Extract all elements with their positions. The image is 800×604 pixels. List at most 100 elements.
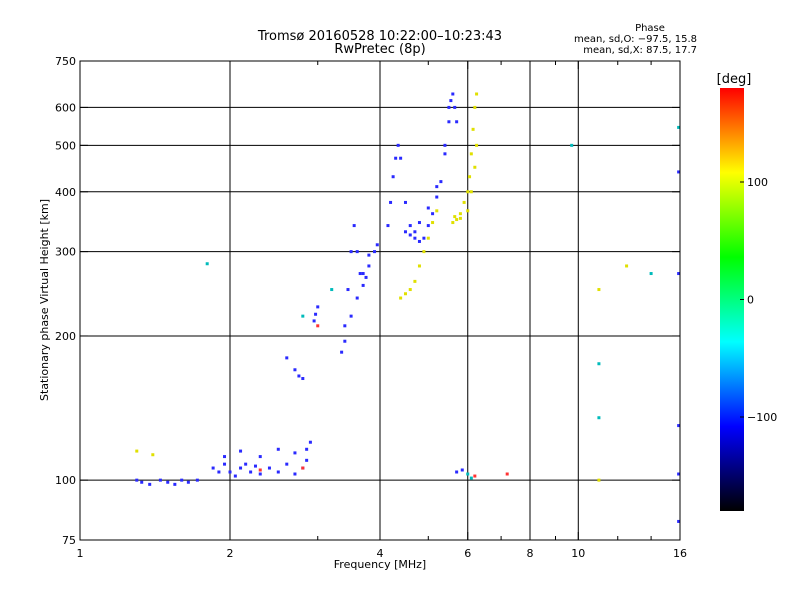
x-tick-label: 6 [464,547,471,560]
data-point [301,314,305,318]
data-point [195,478,199,482]
data-point [435,195,439,199]
data-point [316,324,320,328]
data-point [361,283,365,287]
data-point [276,470,280,474]
data-point [469,190,473,194]
data-point [244,462,248,466]
data-point [205,262,209,266]
y-tick-label: 100 [55,474,76,487]
data-point [355,250,359,254]
data-point [475,143,479,147]
data-point [439,180,443,184]
data-point [471,127,475,131]
data-point [367,264,371,268]
data-point [308,440,312,444]
data-point [677,125,681,129]
data-point [151,453,155,457]
data-point [301,466,305,470]
data-point [417,264,421,268]
y-tick-label: 750 [55,55,76,68]
data-point [233,474,237,478]
data-point [375,243,379,247]
x-tick-label: 8 [527,547,534,560]
data-point [399,156,403,160]
data-point [211,466,215,470]
data-point [597,416,601,420]
chart-title: Tromsø 20160528 10:22:00–10:23:43 [257,29,502,44]
data-point [340,350,344,354]
data-point [276,447,280,451]
data-point [453,215,457,219]
data-point [180,478,184,482]
colorbar-tick-label: 100 [747,176,768,189]
data-point [466,190,470,194]
data-point [426,236,430,240]
data-point [408,233,412,237]
data-point [677,272,681,276]
data-point [443,143,447,147]
data-point [435,209,439,213]
data-point [597,288,601,292]
data-point [435,185,439,189]
data-point [462,200,466,204]
data-point [258,455,262,459]
data-point [677,170,681,174]
data-point [267,466,271,470]
data-points [135,92,681,523]
data-point [391,175,395,179]
data-point [367,253,371,257]
x-tick-label: 1 [77,547,84,560]
data-point [316,305,320,309]
data-point [447,120,451,124]
data-point [460,468,464,472]
data-point [458,212,462,216]
data-point [417,239,421,243]
data-point [403,230,407,234]
data-point [466,209,470,213]
data-point [305,447,309,451]
data-point [135,449,139,453]
data-point [223,455,227,459]
data-point [228,470,232,474]
y-tick-label: 500 [55,139,76,152]
data-point [426,206,430,210]
data-point [173,482,177,486]
data-point [312,319,316,323]
data-point [239,466,243,470]
data-point [394,156,398,160]
data-point [458,216,462,220]
x-tick-label: 2 [227,547,234,560]
stats-x-mode: mean, sd,X: 87.5, 17.7 [583,45,697,56]
x-tick-label: 16 [673,547,687,560]
data-point [314,312,318,316]
data-point [408,288,412,292]
data-point [677,472,681,476]
data-point [346,288,350,292]
data-point [217,470,221,474]
grid-lines [80,61,680,540]
data-point [349,314,353,318]
data-point [505,472,509,476]
data-point [447,105,451,109]
data-point [422,250,426,254]
y-axis-label: Stationary phase Virtual Height [km] [38,199,51,401]
data-point [140,480,144,484]
data-point [355,296,359,300]
data-point [293,472,297,476]
data-point [451,221,455,225]
y-tick-label: 200 [55,330,76,343]
data-point [399,296,403,300]
data-point [649,272,653,276]
data-point [597,362,601,366]
data-point [466,472,470,476]
x-axis-label: Frequency [MHz] [334,558,426,571]
data-point [349,250,353,254]
data-point [373,250,377,254]
data-point [413,230,417,234]
data-point [469,152,473,156]
data-point [469,476,473,480]
data-point [473,474,477,478]
data-point [186,480,190,484]
